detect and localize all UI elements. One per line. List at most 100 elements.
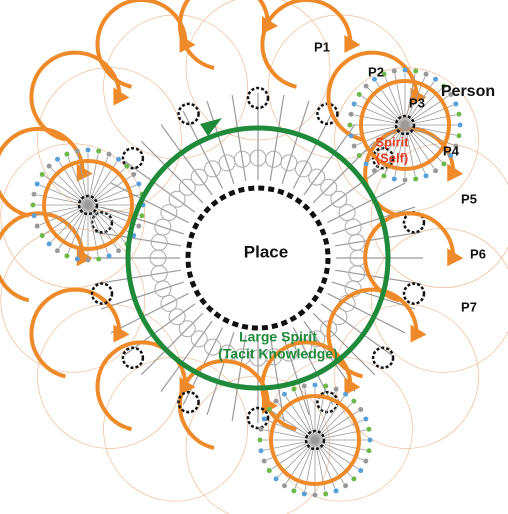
link: [140, 312, 204, 376]
cycle-arrow: [262, 396, 278, 414]
place: [185, 185, 331, 331]
spirit-tip: [351, 101, 357, 107]
spirit-tip: [39, 233, 45, 239]
spirit-tip: [312, 492, 318, 498]
spirit-tip: [273, 398, 279, 404]
spirit-tip: [266, 468, 272, 474]
spirit-tip: [423, 71, 429, 77]
spirit-tip: [85, 257, 91, 263]
place-label: Place: [244, 242, 288, 261]
spirit-tip: [34, 181, 40, 187]
loop: [160, 294, 178, 312]
spirit-tip: [366, 426, 372, 432]
spirit-tip: [54, 156, 60, 162]
spirit-tip: [413, 176, 419, 182]
spirit-tip: [456, 133, 462, 139]
cycle-arrow: [179, 34, 196, 53]
person-label: P7: [461, 299, 477, 314]
person-node: [371, 146, 395, 170]
loop: [168, 190, 186, 208]
spirit-tip: [131, 171, 137, 177]
spirit-tip: [116, 248, 122, 254]
spirit-tip: [301, 383, 307, 389]
spirit-tip: [363, 161, 369, 167]
spirit-tip: [351, 398, 357, 404]
person-cycle: [178, 0, 270, 70]
spirit-tip: [402, 177, 408, 183]
loop: [204, 338, 222, 356]
spirit-tip: [433, 168, 439, 174]
labels: P1 P2 P3 P4 P5 P6 P7 Person Spirit (Self…: [218, 39, 495, 361]
spirit-tip: [261, 458, 267, 464]
spirit-core: [77, 194, 99, 216]
spirit-tip: [54, 248, 60, 254]
spirit-tip: [367, 437, 373, 443]
link: [182, 110, 224, 189]
spirit-tip: [96, 148, 102, 154]
spirit-tip: [348, 111, 354, 117]
spirit-tip: [358, 468, 364, 474]
loop: [154, 218, 172, 236]
spirit-tip: [46, 163, 52, 169]
link: [312, 140, 376, 204]
link: [206, 100, 235, 185]
spirit-tip: [453, 101, 459, 107]
spirit-tip: [31, 213, 37, 219]
link: [231, 94, 247, 182]
person-cycle: [0, 211, 85, 303]
spirit-tip: [281, 391, 287, 397]
link: [110, 182, 189, 224]
person-node: [246, 86, 270, 110]
spirit-tip: [323, 491, 329, 497]
spirit-tip: [358, 406, 364, 412]
spirit-tip: [343, 391, 349, 397]
cycle-arrow: [344, 377, 361, 396]
link: [160, 124, 213, 196]
spirit-tip: [291, 488, 297, 494]
person-cycle: [363, 211, 456, 303]
cycle-arrow: [410, 324, 427, 343]
loop: [320, 178, 338, 196]
spirit-tip: [448, 91, 454, 97]
link: [303, 124, 356, 196]
person-node: [121, 346, 145, 370]
spirit-tip: [391, 176, 397, 182]
spirit-tip: [363, 458, 369, 464]
spirit-tip: [457, 122, 463, 128]
person-label: P3: [409, 95, 425, 110]
spirit-ring: [42, 159, 134, 251]
loop: [280, 154, 298, 172]
person-cycle: [178, 359, 270, 450]
large-spirit-label: Large Spirit: [239, 329, 317, 345]
spirit-tip: [453, 143, 459, 149]
person-label: P4: [443, 143, 460, 158]
link: [327, 182, 406, 224]
spirit-tip: [257, 437, 263, 443]
spirit-tip: [371, 168, 377, 174]
cycle-arrow: [179, 377, 196, 396]
spirit-tip: [85, 147, 91, 153]
spirit-tip: [106, 253, 112, 259]
link: [327, 292, 406, 334]
link: [334, 231, 422, 247]
person-node: [177, 102, 200, 126]
cycle-arrow: [344, 34, 361, 53]
loop: [204, 160, 222, 178]
loop: [294, 160, 312, 178]
person-cycle: [0, 126, 85, 218]
loop: [178, 178, 196, 196]
link: [334, 269, 422, 285]
spirit-tip: [413, 68, 419, 74]
spirit-tip: [366, 448, 372, 454]
spirit-tip: [402, 67, 408, 73]
cycle-arrow: [76, 248, 93, 267]
spirit-tip: [96, 256, 102, 262]
spirit-tip: [347, 122, 353, 128]
spirit-tip: [356, 91, 362, 97]
spirit-tip: [323, 383, 329, 389]
person-label: P6: [470, 246, 486, 261]
link: [331, 281, 416, 310]
loop: [294, 338, 312, 356]
